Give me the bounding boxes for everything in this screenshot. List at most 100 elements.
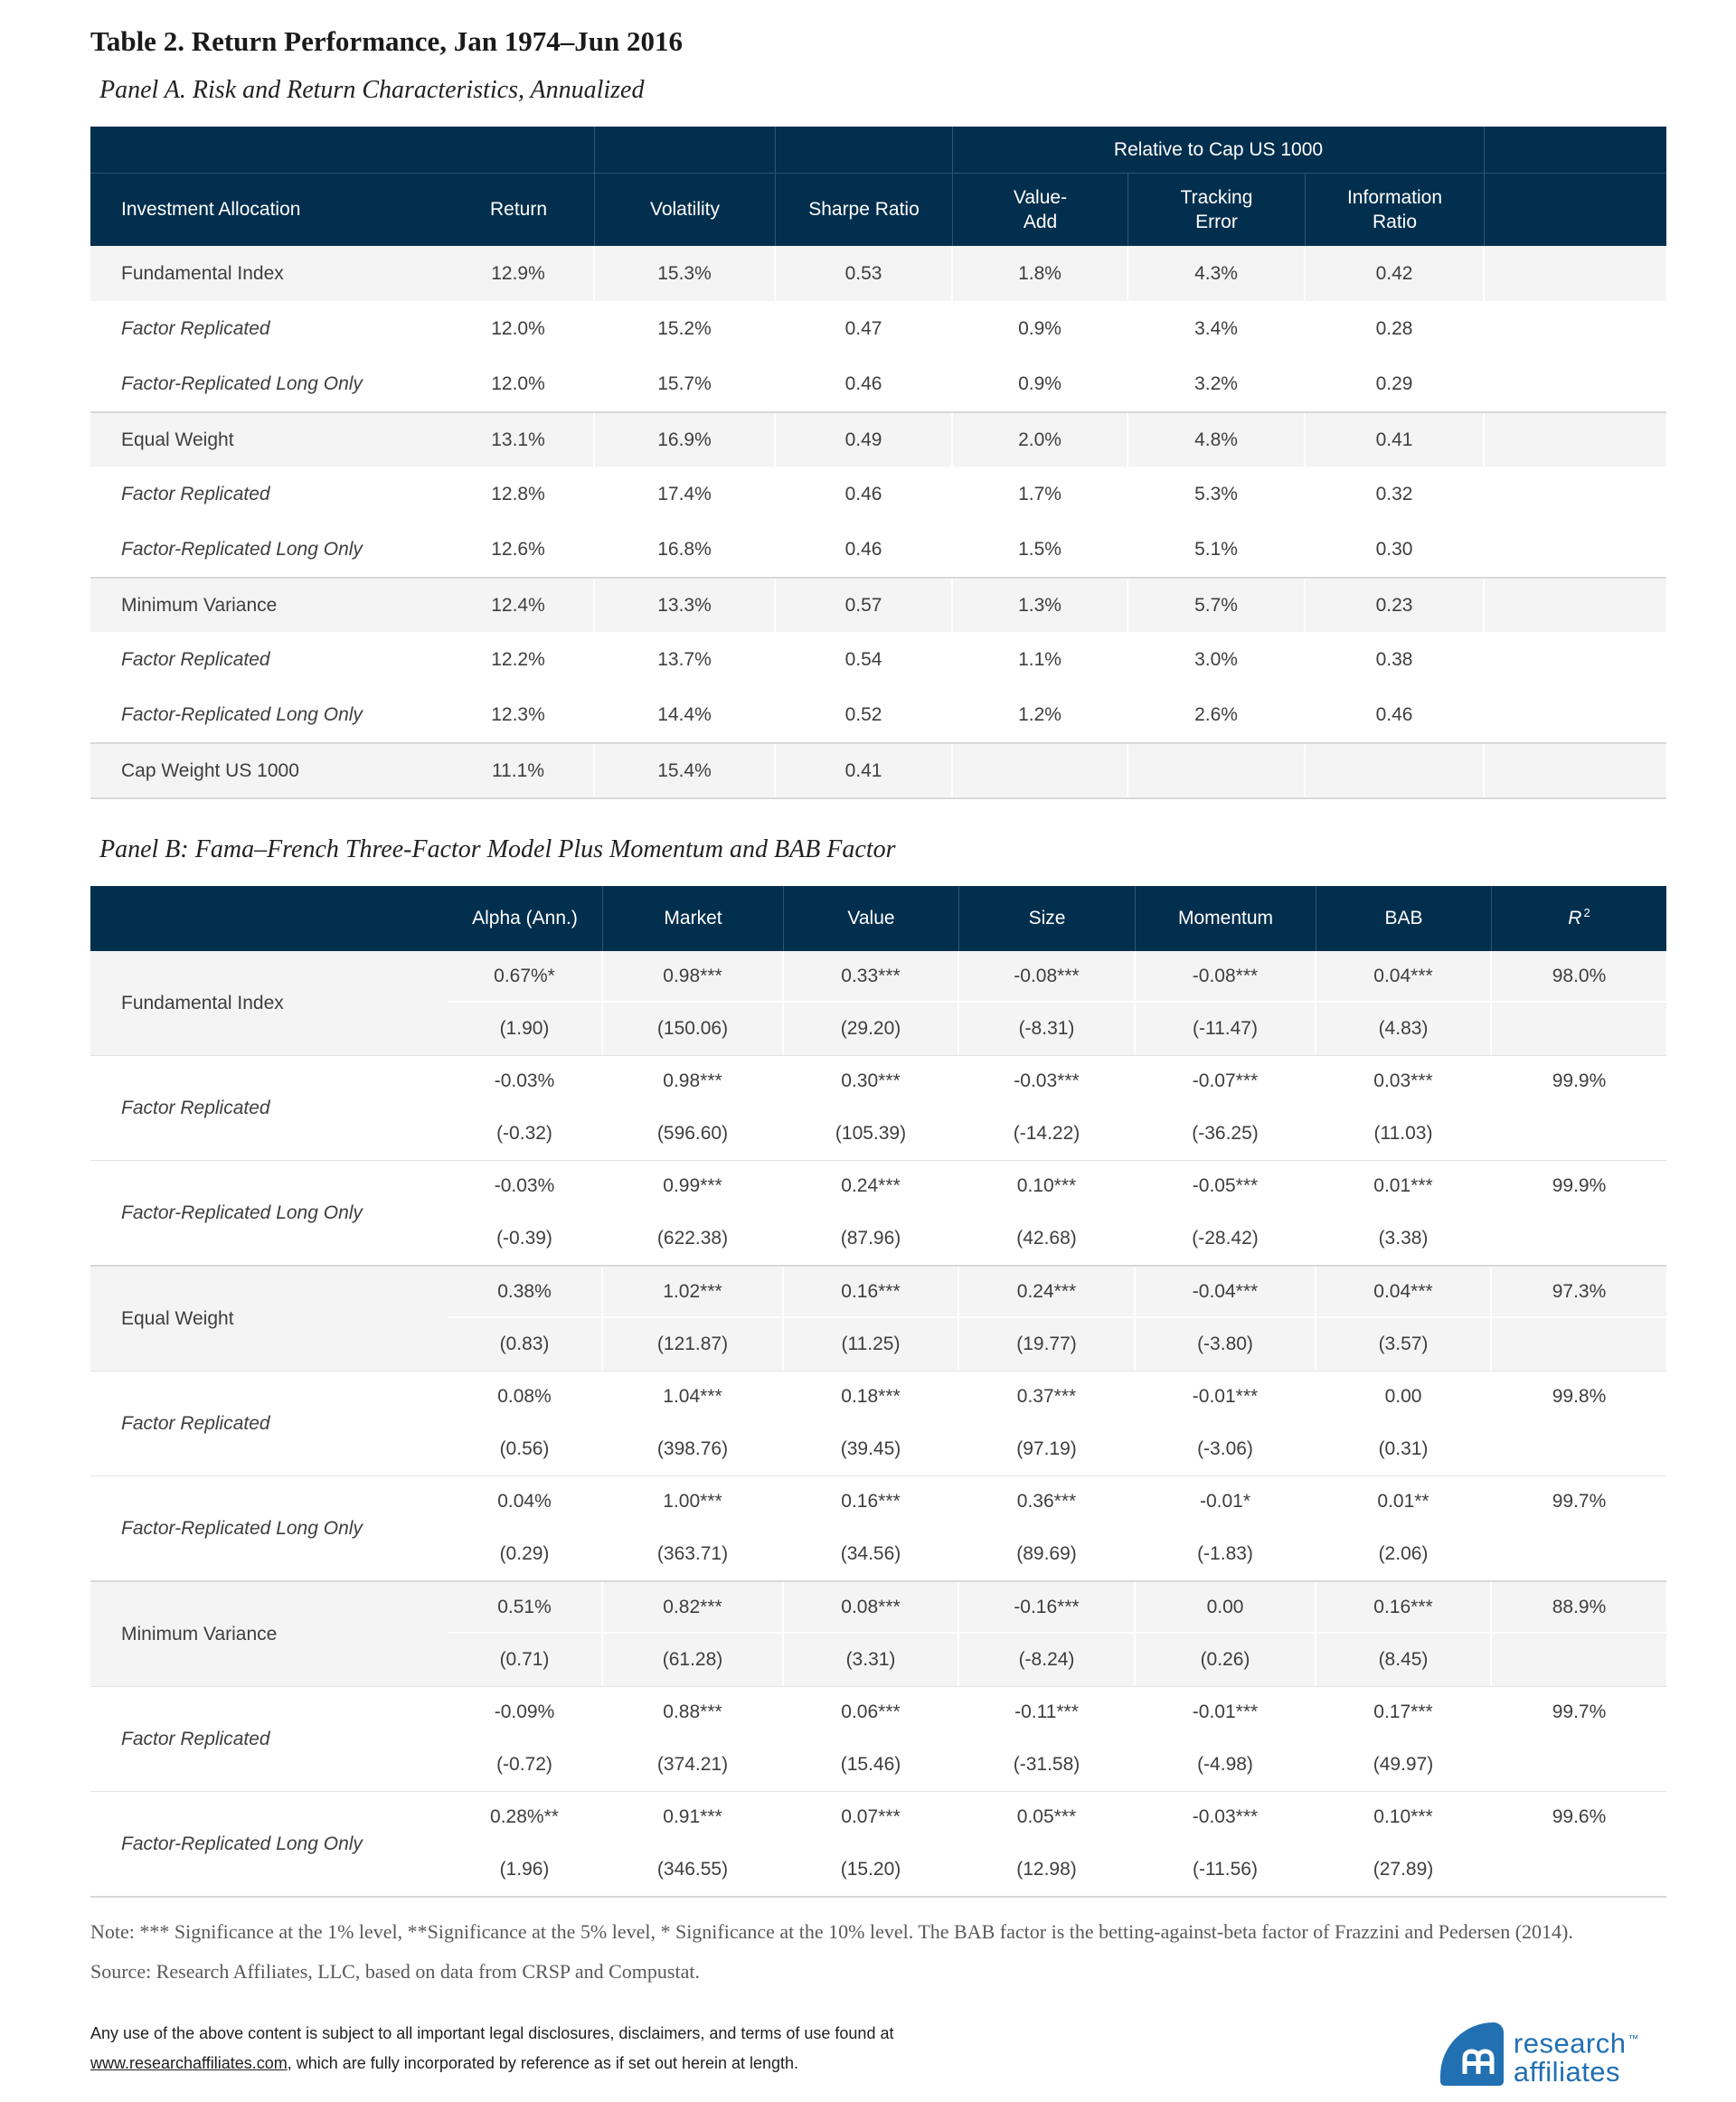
table-row-group: Fundamental Index 0.67%* 0.98*** 0.33*** -0.… — [90, 951, 1666, 1055]
cell-momentum-tstat: (-36.25) — [1136, 1108, 1316, 1160]
panel-a-column-header-row: Investment Allocation Return Volatility … — [90, 174, 1666, 246]
research-affiliates-link[interactable]: www.researchaffiliates.com — [90, 2054, 288, 2072]
row-label: Equal Weight — [121, 1307, 234, 1329]
cell-information-ratio: 0.28 — [1306, 301, 1485, 356]
cell-alpha: 0.28%** — [448, 1792, 603, 1843]
cell-volatility: 17.4% — [595, 467, 776, 522]
cell-value: 0.33*** — [784, 951, 959, 1003]
cell-size-tstat: (89.69) — [959, 1528, 1136, 1580]
ra-monogram-icon — [1462, 2049, 1495, 2074]
cell-tracking-error: 5.7% — [1128, 579, 1306, 632]
column-header-value-add: Value- Add — [953, 174, 1128, 246]
cell-bab: 0.16*** — [1316, 1582, 1492, 1634]
cell-value-add: 1.5% — [953, 522, 1128, 577]
cell-r-squared: 99.7% — [1492, 1476, 1666, 1528]
cell-size-tstat: (-8.24) — [959, 1634, 1136, 1686]
cell-spacer — [1485, 632, 1666, 687]
cell-r-squared: 99.9% — [1492, 1161, 1666, 1212]
cell-information-ratio: 0.32 — [1306, 467, 1485, 522]
cell-sharpe: 0.46 — [776, 522, 953, 577]
cell-volatility: 13.7% — [595, 632, 776, 687]
cell-value: 0.30*** — [784, 1056, 959, 1108]
cell-information-ratio: 0.46 — [1306, 687, 1485, 742]
column-header-volatility: Volatility — [595, 174, 776, 246]
column-header-size: Size — [959, 886, 1136, 951]
cell-market-tstat: (61.28) — [603, 1634, 784, 1686]
cell-value-add — [953, 744, 1128, 797]
cell-market-tstat: (374.21) — [603, 1739, 784, 1791]
header-spacer — [595, 127, 776, 174]
cell-return: 12.0% — [443, 301, 595, 356]
cell-return: 12.4% — [443, 579, 595, 632]
cell-value-tstat: (3.31) — [784, 1634, 959, 1686]
cell-market: 0.91*** — [603, 1792, 784, 1843]
cell-sharpe: 0.47 — [776, 301, 953, 356]
legal-disclaimer: Any use of the above content is subject … — [90, 2019, 1008, 2078]
header-spacer — [90, 886, 448, 951]
cell-bab-tstat: (3.38) — [1316, 1212, 1492, 1265]
cell-tracking-error: 4.3% — [1128, 246, 1306, 301]
table-row: Fundamental Index 12.9% 15.3% 0.53 1.8% 4.3% 0… — [90, 246, 1666, 301]
cell-momentum: -0.04*** — [1136, 1267, 1316, 1318]
cell-volatility: 16.8% — [595, 522, 776, 577]
cell-value-tstat: (34.56) — [784, 1528, 959, 1580]
cell-momentum: -0.05*** — [1136, 1161, 1316, 1212]
cell-market: 0.98*** — [603, 1056, 784, 1108]
cell-size: -0.03*** — [959, 1056, 1136, 1108]
cell-volatility: 16.9% — [595, 413, 776, 467]
cell-information-ratio: 0.23 — [1306, 579, 1485, 632]
cell-momentum: -0.03*** — [1136, 1792, 1316, 1843]
cell-information-ratio: 0.29 — [1306, 356, 1485, 411]
header-spacer — [443, 127, 595, 174]
cell-sharpe: 0.46 — [776, 467, 953, 522]
panel-b-table: Alpha (Ann.) Market Value Size Momentum … — [90, 886, 1666, 1898]
cell-momentum: 0.00 — [1136, 1582, 1316, 1634]
cell-bab-tstat: (3.57) — [1316, 1318, 1492, 1371]
cell-tracking-error: 2.6% — [1128, 687, 1306, 742]
table-row-group: Factor-Replicated Long Only 0.04% 1.00*** 0… — [90, 1475, 1666, 1580]
column-header-bab: BAB — [1316, 886, 1492, 951]
cell-bab-tstat: (27.89) — [1316, 1843, 1492, 1896]
cell-r-squared: 99.8% — [1492, 1371, 1666, 1423]
cell-bab: 0.01** — [1316, 1476, 1492, 1528]
cell-bab-tstat: (2.06) — [1316, 1528, 1492, 1580]
cell-tracking-error: 3.2% — [1128, 356, 1306, 411]
cell-size: -0.08*** — [959, 951, 1136, 1003]
cell-momentum: -0.07*** — [1136, 1056, 1316, 1108]
disclaimer-text: , which are fully incorporated by refere… — [287, 2054, 799, 2072]
cell-tracking-error: 5.3% — [1128, 467, 1306, 522]
disclaimer-text: Any use of the above content is subject … — [90, 2024, 894, 2042]
cell-value: 0.08*** — [784, 1582, 959, 1634]
row-label: Equal Weight — [121, 429, 234, 450]
cell-bab: 0.01*** — [1316, 1161, 1492, 1212]
cell-spacer — [1485, 413, 1666, 467]
header-spacer — [776, 127, 953, 174]
cell-market: 0.88*** — [603, 1687, 784, 1739]
cell-return: 12.0% — [443, 356, 595, 411]
table-row: Cap Weight US 1000 11.1% 15.4% 0.41 — [90, 742, 1666, 797]
panel-b-title: Panel B: Fama–French Three-Factor Model … — [99, 835, 896, 863]
cell-size-tstat: (42.68) — [959, 1212, 1136, 1265]
cell-alpha: 0.67%* — [448, 951, 603, 1003]
cell-market-tstat: (363.71) — [603, 1528, 784, 1580]
row-label: Minimum Variance — [121, 594, 278, 616]
cell-market: 1.04*** — [603, 1371, 784, 1423]
cell-value-add: 1.3% — [953, 579, 1128, 632]
cell-market-tstat: (121.87) — [603, 1318, 784, 1371]
cell-value-tstat: (87.96) — [784, 1212, 959, 1265]
cell-spacer — [1485, 246, 1666, 301]
header-spacer — [1485, 127, 1666, 174]
table-row-group: Factor Replicated -0.03% 0.98*** 0.30*** -0.… — [90, 1055, 1666, 1160]
cell-spacer — [1485, 467, 1666, 522]
cell-alpha: 0.08% — [448, 1371, 603, 1423]
cell-market-tstat: (398.76) — [603, 1423, 784, 1475]
cell-momentum: -0.01*** — [1136, 1687, 1316, 1739]
cell-volatility: 14.4% — [595, 687, 776, 742]
cell-spacer — [1485, 522, 1666, 577]
cell-alpha: 0.38% — [448, 1267, 603, 1318]
cell-alpha: 0.04% — [448, 1476, 603, 1528]
cell-market: 1.00*** — [603, 1476, 784, 1528]
column-header-sharpe: Sharpe Ratio — [776, 174, 953, 246]
row-label: Factor Replicated — [121, 648, 270, 670]
row-label: Fundamental Index — [121, 262, 284, 284]
